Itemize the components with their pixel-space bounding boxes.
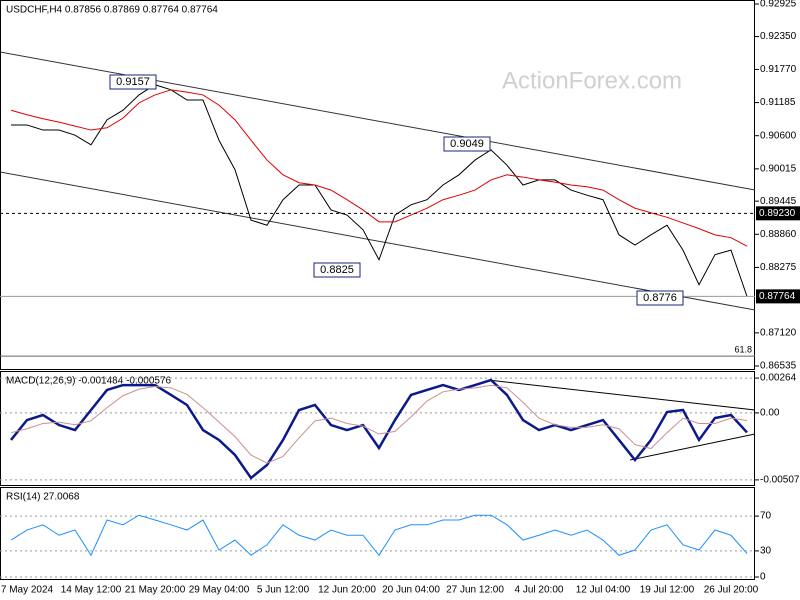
last-price-box <box>756 289 800 304</box>
annotation-box <box>109 74 157 90</box>
y-tick-label: 70 <box>760 511 772 522</box>
x-tick-label: 12 Jul 04:00 <box>576 585 631 596</box>
y-tick-label: 0.87120 <box>760 327 797 338</box>
series-line <box>10 384 748 464</box>
macd-pane <box>0 371 755 486</box>
x-tick-label: 20 Jun 04:00 <box>382 585 440 596</box>
y-tick-label: 0.88275 <box>760 262 797 273</box>
annotation-box <box>443 136 491 152</box>
x-tick-label: 26 Jul 20:00 <box>704 585 759 596</box>
x-tick-label: 27 Jun 12:00 <box>446 585 504 596</box>
level-label: 0.89230 <box>759 208 796 219</box>
annotation: 0.8825 <box>320 264 354 276</box>
chart-title: USDCHF,H4 0.87856 0.87869 0.87764 0.8776… <box>6 5 218 16</box>
y-tick-label: 0.92925 <box>760 0 797 10</box>
channel-lower <box>0 171 756 311</box>
x-tick-label: 4 Jul 20:00 <box>515 585 564 596</box>
fib-label: 61.8 <box>734 344 752 354</box>
y-tick-label: 30 <box>760 546 772 557</box>
x-tick-label: 5 Jun 12:00 <box>257 585 310 596</box>
macd-trendline-lower <box>629 433 756 461</box>
x-tick-label: 12 Jun 20:00 <box>318 585 376 596</box>
rsi-title: RSI(14) 27.0068 <box>6 492 80 503</box>
y-tick-label: 0.00 <box>760 408 780 419</box>
y-tick-label: 0.92350 <box>760 31 797 42</box>
annotation: 0.9049 <box>450 138 484 150</box>
annotation: 0.9157 <box>116 76 150 88</box>
y-tick-label: 0.89445 <box>760 196 797 207</box>
annotation-box <box>313 262 361 278</box>
y-tick-label: 0.88860 <box>760 229 797 240</box>
x-tick-label: 14 May 12:00 <box>61 585 122 596</box>
macd-trendline-upper <box>487 379 756 411</box>
series-line <box>10 89 748 247</box>
x-tick-label: 19 Jul 12:00 <box>640 585 695 596</box>
watermark: ActionForex.com <box>502 67 682 94</box>
y-tick-label: 0.90015 <box>760 163 797 174</box>
y-tick-label: 0.91770 <box>760 64 797 75</box>
price-pane <box>0 0 755 370</box>
rsi-pane <box>0 487 755 580</box>
x-tick-label: 29 May 04:00 <box>189 585 250 596</box>
y-tick-label: 0.00264 <box>760 373 797 384</box>
x-tick-label: 21 May 20:00 <box>125 585 186 596</box>
y-tick-label: 0.90600 <box>760 130 797 141</box>
macd-title: MACD(12,26,9) -0.001484 -0.000576 <box>6 376 172 387</box>
level-label-box <box>756 206 800 221</box>
annotation-box <box>636 290 684 306</box>
series-line <box>10 514 748 557</box>
y-tick-label: 0.86535 <box>760 361 797 372</box>
last-price-label: 0.87764 <box>759 291 796 302</box>
x-tick-label: 7 May 2024 <box>1 585 54 596</box>
series-line <box>10 378 748 480</box>
series-line <box>11 84 748 297</box>
y-tick-label: 0 <box>760 572 766 583</box>
y-tick-label: 0.91185 <box>760 97 796 108</box>
annotation: 0.8776 <box>643 292 677 304</box>
